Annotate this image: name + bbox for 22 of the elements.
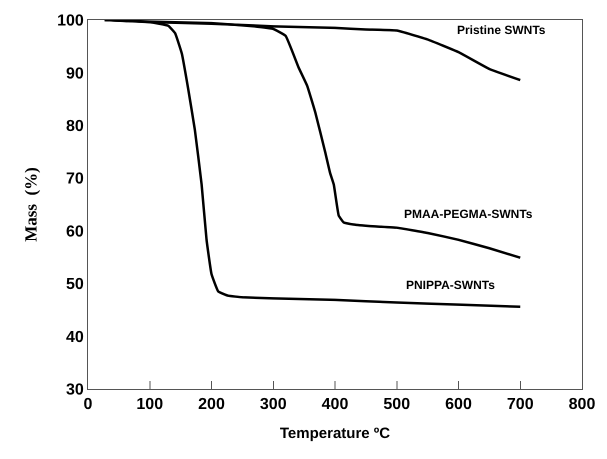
series-label: PMAA-PEGMA-SWNTs — [404, 207, 533, 221]
y-tick-label: 100 — [57, 12, 84, 30]
x-tick-label: 100 — [136, 396, 164, 414]
y-axis-title: Mass (%) — [22, 167, 41, 242]
y-tick-label: 70 — [66, 170, 84, 188]
y-tick-label: 90 — [66, 65, 84, 82]
y-tick-label: 80 — [66, 118, 84, 136]
x-tick-label: 300 — [260, 396, 287, 414]
y-tick-label: 40 — [66, 328, 84, 346]
x-tick-label: 400 — [322, 396, 348, 414]
series-label: PNIPPA-SWNTs — [406, 278, 496, 292]
x-tick-label: 500 — [383, 396, 410, 414]
x-tick-label: 600 — [445, 396, 472, 414]
y-tick-label: 60 — [66, 223, 84, 240]
series-label: Pristine SWNTs — [457, 23, 546, 37]
y-tick-label: 50 — [66, 276, 84, 294]
x-axis-title: Temperature ºC — [280, 425, 390, 442]
x-tick-label: 700 — [506, 396, 534, 414]
y-tick-label: 30 — [66, 382, 84, 399]
x-tick-label: 0 — [84, 396, 93, 414]
x-tick-label: 800 — [568, 396, 596, 414]
x-tick-label: 200 — [198, 396, 225, 414]
